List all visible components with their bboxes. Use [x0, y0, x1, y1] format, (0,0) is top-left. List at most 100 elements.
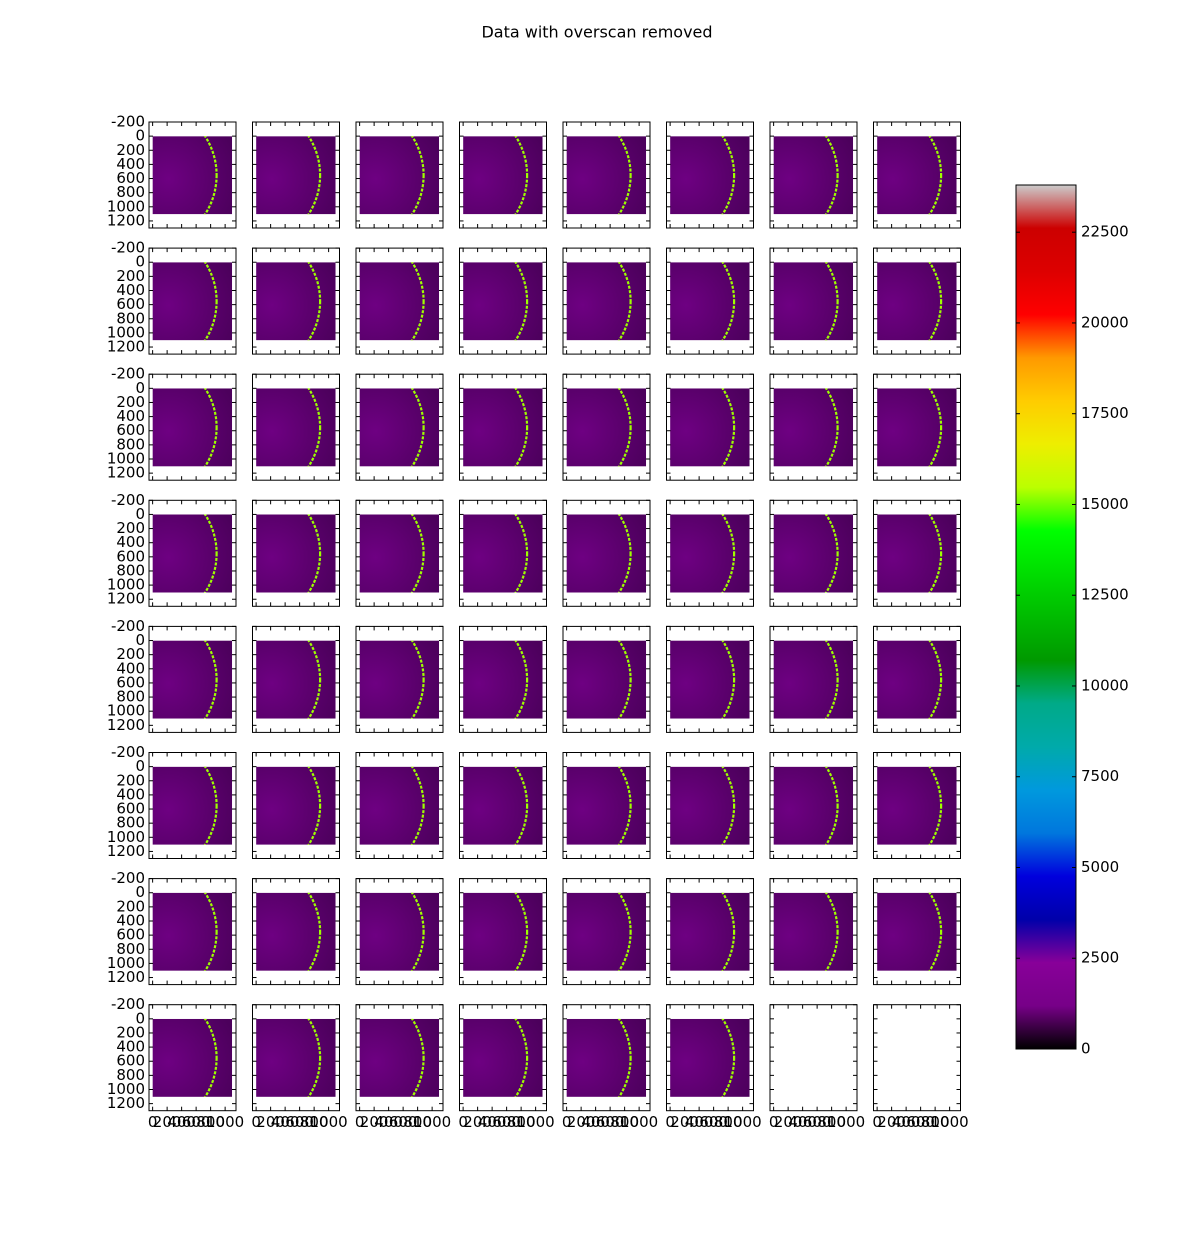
axes-frame — [148, 373, 237, 481]
image-panel — [773, 766, 854, 845]
axes-frame — [459, 499, 547, 607]
subplot — [873, 625, 961, 733]
ring — [307, 640, 322, 719]
subplot — [873, 878, 961, 986]
axes-frame — [562, 752, 651, 859]
subplot — [252, 373, 340, 481]
ring — [410, 892, 425, 971]
image-background — [877, 136, 957, 215]
y-tick-label: -200 — [111, 869, 145, 887]
ring — [410, 766, 425, 845]
image-background — [463, 892, 543, 971]
image-panel — [152, 262, 233, 341]
image-panel — [152, 640, 233, 719]
image-panel — [463, 1018, 543, 1097]
y-tick-label: 200 — [116, 1023, 145, 1041]
image-panel — [877, 892, 957, 971]
subplot — [252, 878, 340, 986]
x-tick-label: 0 — [355, 1113, 365, 1131]
image-panel — [359, 640, 440, 719]
image-background — [670, 1018, 750, 1097]
y-tick-label: 1000 — [107, 197, 145, 215]
x-tick-label: 1000 — [517, 1113, 555, 1131]
y-tick-label: -200 — [111, 239, 145, 257]
axes-frame — [459, 373, 547, 481]
ring — [514, 514, 529, 593]
x-tick-label: 400 — [892, 1113, 921, 1131]
image-panel — [256, 1018, 336, 1097]
y-tick-label: 800 — [116, 688, 145, 706]
image-background — [152, 892, 233, 971]
x-tick-label: 600 — [389, 1113, 418, 1131]
image-background — [773, 892, 854, 971]
axes-frame — [355, 373, 444, 481]
image-panel — [256, 640, 336, 719]
y-tick-label: 200 — [116, 771, 145, 789]
ring — [617, 262, 632, 341]
image-panel — [877, 640, 957, 719]
image-panel — [463, 136, 543, 215]
ring — [307, 1018, 322, 1097]
image-panel — [877, 766, 957, 845]
image-panel — [566, 766, 647, 845]
ring — [410, 388, 425, 467]
subplot — [769, 121, 858, 229]
image-panel — [152, 136, 233, 215]
image-background — [463, 766, 543, 845]
image-background — [152, 766, 233, 845]
ring — [928, 766, 943, 845]
image-panel — [152, 388, 233, 467]
axes-frame — [252, 752, 340, 859]
x-tick-label: 400 — [581, 1113, 610, 1131]
subplot — [666, 247, 754, 355]
x-tick-label: 400 — [685, 1113, 714, 1131]
subplot — [355, 121, 444, 229]
x-tick-label: 800 — [714, 1113, 743, 1131]
axes-frame — [252, 1004, 340, 1112]
image-background — [773, 136, 854, 215]
axes-frame — [873, 121, 961, 229]
image-panel — [773, 892, 854, 971]
ring — [721, 640, 736, 719]
y-tick-label: 0 — [135, 253, 145, 271]
subplot — [459, 625, 547, 733]
image-panel — [152, 892, 233, 971]
y-tick-label: 600 — [116, 547, 145, 565]
axes-frame — [666, 373, 754, 481]
y-tick-label: 800 — [116, 940, 145, 958]
x-tick-label: 800 — [610, 1113, 639, 1131]
image-background — [359, 514, 440, 593]
image-background — [152, 388, 233, 467]
image-background — [152, 640, 233, 719]
y-tick-label: 0 — [135, 1009, 145, 1027]
ring — [824, 262, 839, 341]
chart-title: Data with overscan removed — [481, 23, 712, 42]
axes-frame — [873, 1004, 961, 1112]
y-tick-label: 800 — [116, 183, 145, 201]
axes-frame — [459, 1004, 547, 1112]
image-panel — [256, 514, 336, 593]
image-background — [463, 514, 543, 593]
x-tick-label: 200 — [463, 1113, 492, 1131]
x-tick-label: 1000 — [724, 1113, 762, 1131]
ring — [824, 766, 839, 845]
x-tick-label: 800 — [403, 1113, 432, 1131]
x-tick-label: 200 — [670, 1113, 699, 1131]
y-tick-label: 800 — [116, 435, 145, 453]
y-tick-label: 1000 — [107, 1080, 145, 1098]
axes-frame — [252, 247, 340, 355]
y-tick-label: 0 — [135, 505, 145, 523]
ring — [514, 262, 529, 341]
y-tick-label: 1200 — [107, 338, 145, 356]
image-background — [152, 136, 233, 215]
x-tick-label: 1000 — [620, 1113, 658, 1131]
image-panel — [256, 262, 336, 341]
x-tick-label: 800 — [196, 1113, 225, 1131]
y-tick-label: 200 — [116, 519, 145, 537]
x-tick-label: 800 — [300, 1113, 329, 1131]
image-background — [359, 262, 440, 341]
